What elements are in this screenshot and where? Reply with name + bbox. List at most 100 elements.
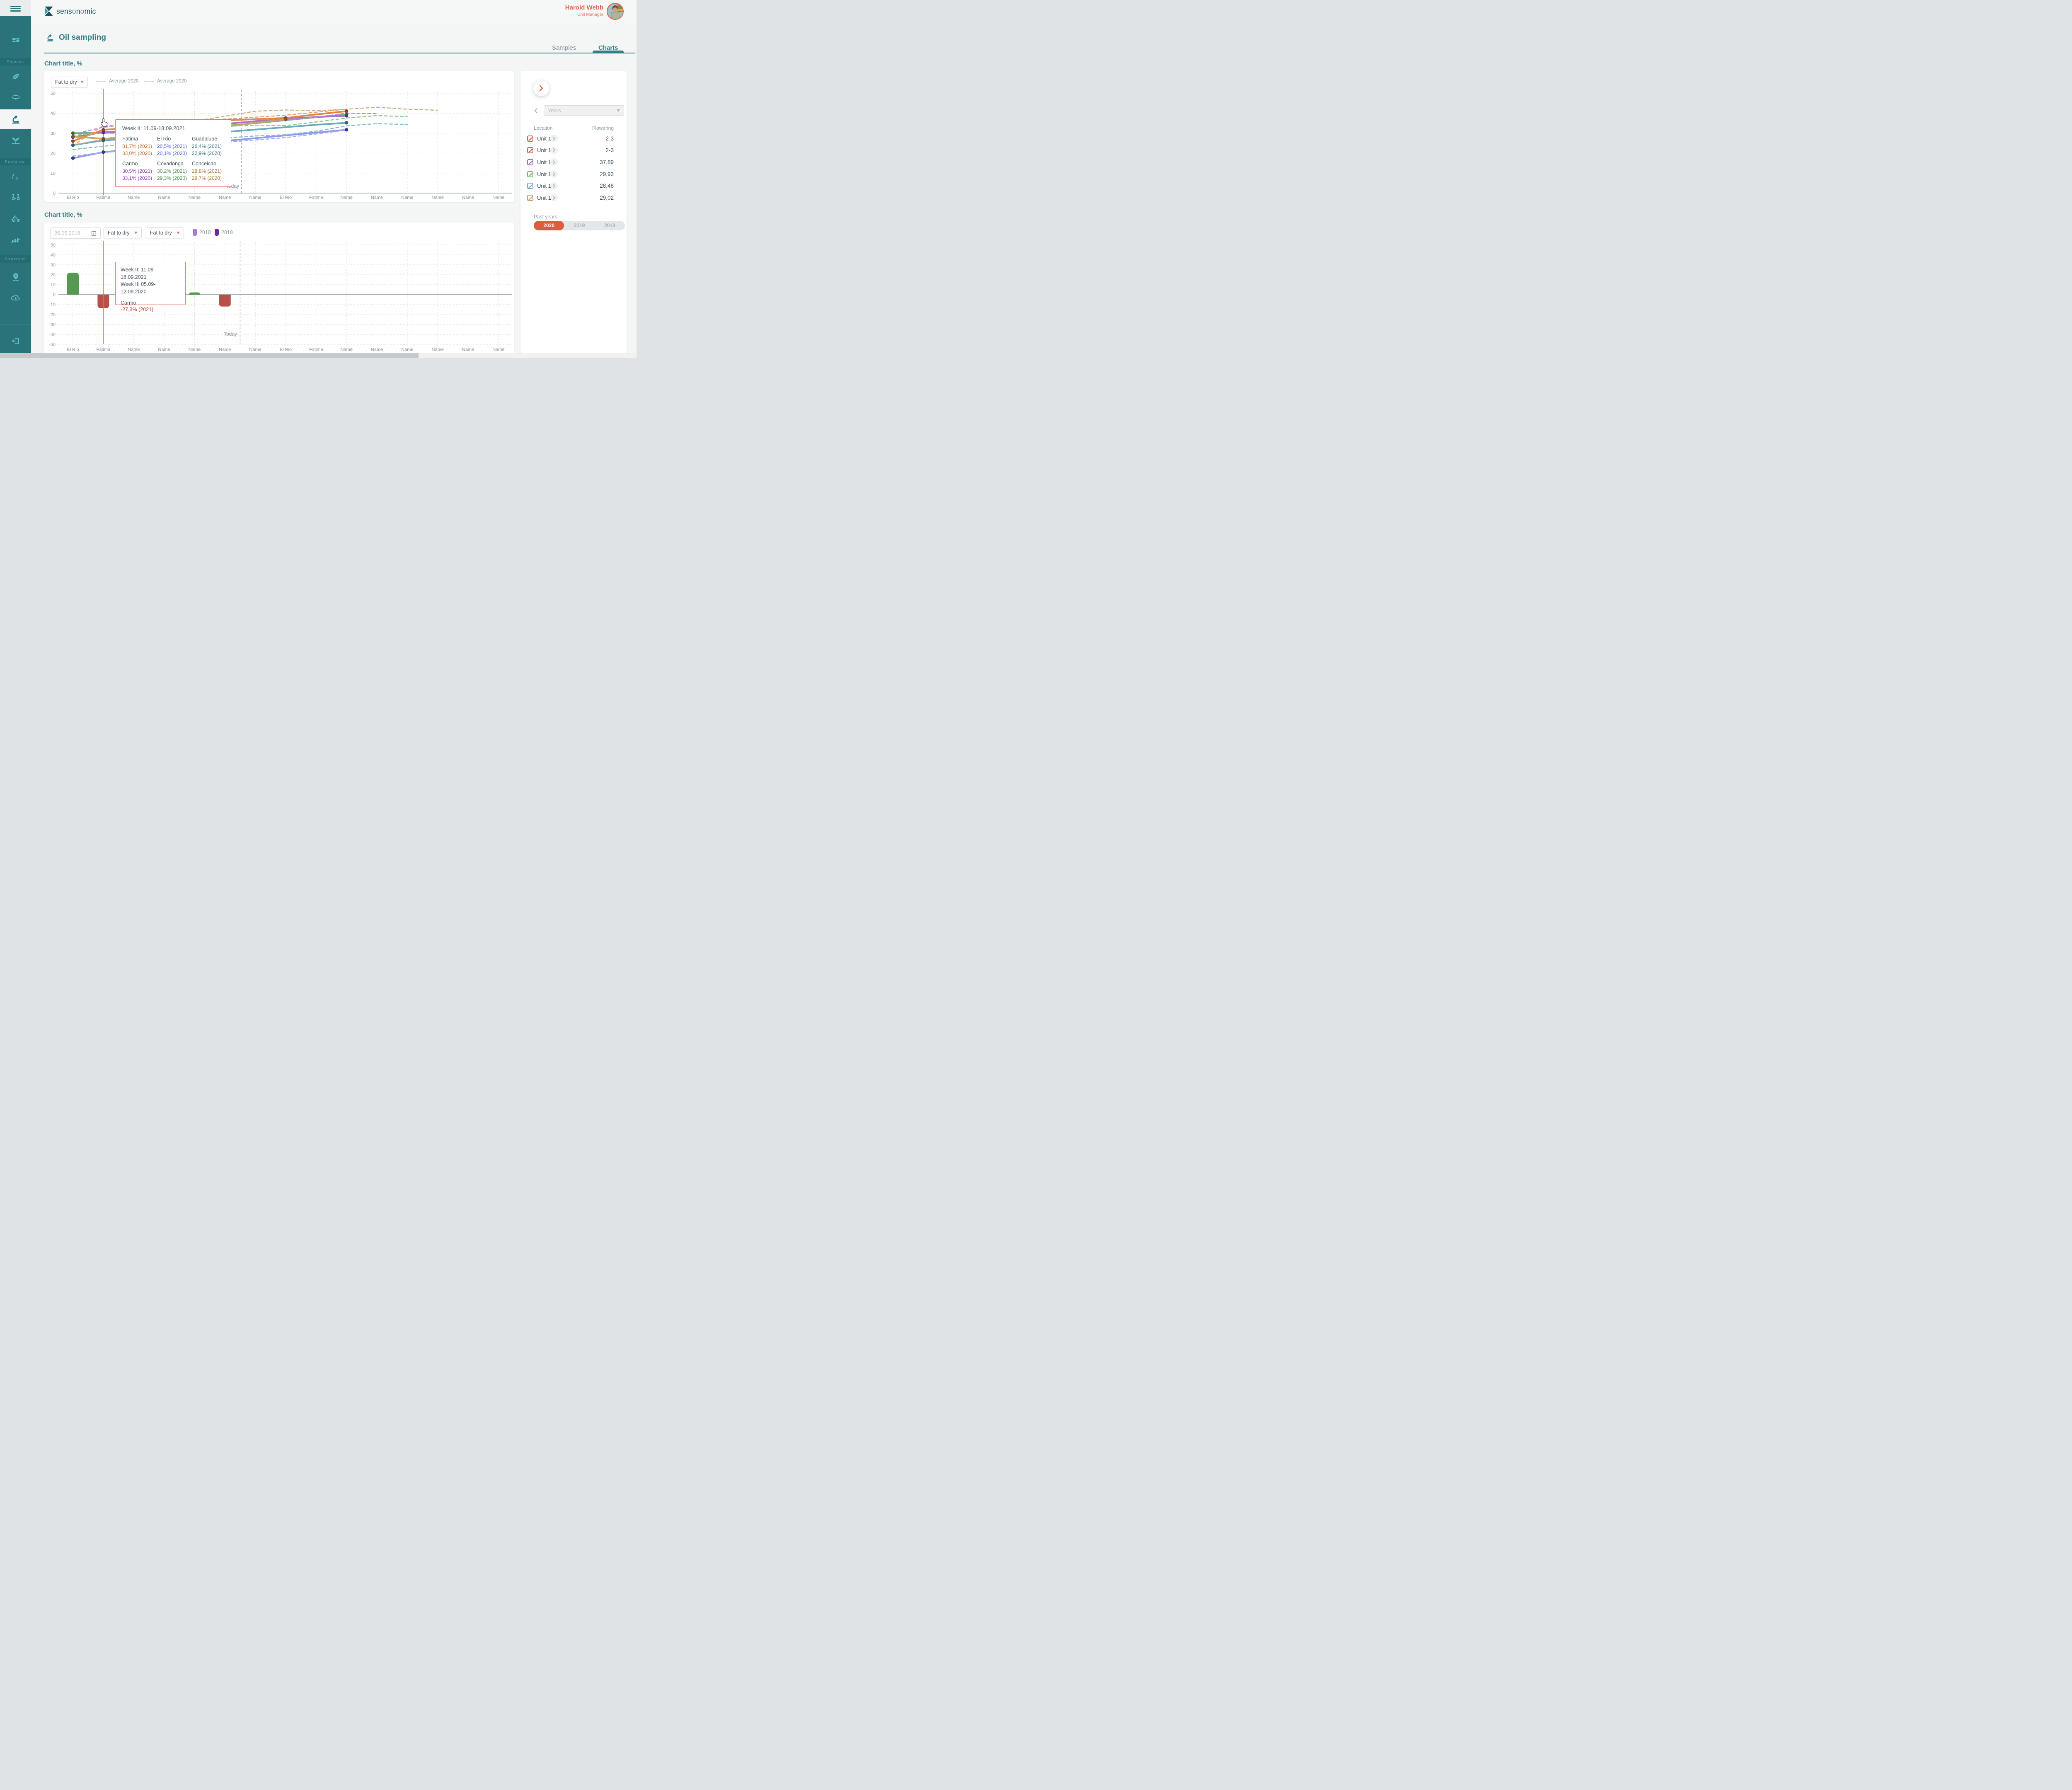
sidebar: Phases: [0, 0, 31, 358]
past-year-button-2020[interactable]: 2020 [534, 221, 564, 230]
x-axis-tick-label: Fatima [97, 195, 111, 200]
active-tab-indicator [593, 51, 624, 53]
location-expand-button[interactable] [550, 170, 558, 178]
location-row: Unit 12-3 [520, 133, 627, 145]
sprout-icon [10, 135, 21, 146]
x-axis-tick-label: Name [492, 347, 504, 352]
bar-name[interactable] [219, 295, 231, 307]
chevron-down-icon [80, 81, 84, 83]
page-title-row: Oil sampling [46, 33, 106, 42]
map-pin-icon [10, 272, 21, 283]
sidebar-section-features: Features: [0, 158, 31, 165]
y-axis-tick-label: 50 [51, 243, 56, 248]
microscope-icon [46, 33, 55, 42]
sidebar-item-locations[interactable] [0, 269, 31, 285]
chart2-metric-select-1[interactable]: Fat to dry [104, 227, 142, 238]
app-header: sensonomic Harold Webb Unit Manager [31, 0, 637, 23]
flowering-value: 29,93 [600, 171, 614, 177]
x-axis-tick-label: Fatima [97, 347, 111, 352]
y-axis-tick-label: 50 [51, 91, 56, 96]
past-year-button-2019[interactable]: 2019 [564, 221, 594, 230]
data-point-dot [71, 143, 75, 147]
chart2-metric-select-2[interactable]: Fat to dry [146, 227, 184, 238]
years-back-button[interactable] [534, 108, 538, 116]
location-checkbox[interactable] [527, 195, 533, 201]
tractor-icon [10, 213, 22, 225]
bar-chart-plot[interactable]: -50-40-30-20-1001020304050El RioFatimaNa… [44, 223, 514, 354]
chart1-legend-average-2020-a: Average 2020 [96, 79, 138, 84]
sidebar-item-functions[interactable]: f x [0, 168, 31, 185]
line-chart-plot[interactable]: 01020304050El RioFatimaNameNameNameNameN… [44, 71, 514, 202]
sidebar-item-machinery[interactable] [0, 210, 31, 227]
location-checkbox[interactable] [527, 135, 533, 142]
chevron-down-icon [134, 232, 138, 234]
data-point-dot [102, 128, 105, 131]
years-select[interactable]: Years [544, 105, 624, 116]
location-name: Unit 1 [537, 147, 551, 153]
y-axis-tick-label: 0 [53, 191, 56, 196]
y-axis-tick-label: -20 [49, 312, 56, 317]
hamburger-menu-button[interactable] [0, 0, 31, 16]
hamburger-icon [10, 6, 21, 7]
collapse-panel-button[interactable] [533, 80, 549, 96]
tooltip-value: -27,3% (2021) [121, 307, 180, 312]
legend-swatch [193, 229, 197, 236]
user-menu[interactable]: Harold Webb Unit Manager [565, 4, 603, 17]
sidebar-item-harvest-phase[interactable] [0, 90, 31, 106]
data-point-dot [284, 118, 287, 121]
tooltip-entry-fatima: Fatima31,7% (2021)33,0% (2020) [122, 136, 155, 157]
sidebar-item-oil-sampling[interactable] [0, 109, 31, 129]
location-expand-button[interactable] [550, 147, 558, 154]
sidebar-item-cloud-sync[interactable] [0, 290, 31, 306]
tooltip-week-line1: Week II: 11.09-18.09.2021 [121, 266, 180, 281]
chart1-metric-select[interactable]: Fat to dry [51, 77, 88, 87]
location-expand-button[interactable] [550, 182, 558, 190]
y-axis-tick-label: 40 [51, 111, 56, 116]
avatar[interactable] [607, 3, 624, 20]
sidebar-item-leaf-phase[interactable] [0, 68, 31, 85]
sidebar-item-sprout-phase[interactable] [0, 132, 31, 149]
location-row: Unit 137,89 [520, 156, 627, 168]
location-expand-button[interactable] [550, 194, 558, 201]
data-point-dot [71, 156, 75, 160]
location-expand-button[interactable] [550, 135, 558, 142]
page-title: Oil sampling [59, 33, 106, 42]
location-checkbox[interactable] [527, 159, 533, 165]
legend-swatch [215, 229, 219, 236]
x-axis-tick-label: El Rio [280, 195, 292, 200]
location-name: Unit 1 [537, 195, 551, 201]
y-axis-tick-label: 20 [51, 273, 56, 278]
x-axis-tick-label: Name [128, 347, 140, 352]
harvest-icon [10, 93, 21, 104]
cursor-hand-icon [100, 118, 109, 128]
y-axis-tick-label: 40 [51, 253, 56, 258]
x-axis-tick-label: Name [249, 347, 261, 352]
sensonomic-logo-icon [44, 6, 54, 17]
x-axis-tick-label: Name [401, 347, 413, 352]
fx-icon: f x [10, 171, 21, 182]
x-axis-tick-label: Name [158, 347, 170, 352]
x-axis-tick-label: Name [432, 347, 444, 352]
dashed-line-swatch [96, 81, 106, 82]
flowering-column-header: Flowering [592, 125, 614, 131]
y-axis-tick-label: -30 [49, 322, 56, 327]
data-point-dot [71, 135, 75, 138]
y-axis-tick-label: 10 [51, 171, 56, 176]
tab-samples[interactable]: Samples [552, 44, 576, 51]
location-checkbox[interactable] [527, 147, 533, 153]
scrollbar-thumb[interactable] [0, 353, 419, 358]
location-checkbox[interactable] [527, 183, 533, 189]
flowering-value: 2-3 [605, 135, 614, 142]
sidebar-item-analytics[interactable] [0, 232, 31, 249]
location-checkbox[interactable] [527, 171, 533, 177]
date-input[interactable]: 26.05.2018 [50, 227, 101, 239]
sidebar-section-phases: Phases: [0, 58, 31, 65]
bar-el-rio[interactable] [67, 273, 79, 295]
location-expand-button[interactable] [550, 158, 558, 166]
logout-icon [10, 336, 21, 346]
past-year-button-2018[interactable]: 2018 [595, 221, 625, 230]
sidebar-item-workflow[interactable] [0, 189, 31, 206]
logout-button[interactable] [0, 333, 31, 349]
sidebar-item-dashboard[interactable] [0, 32, 31, 48]
x-axis-tick-label: Name [401, 195, 413, 200]
